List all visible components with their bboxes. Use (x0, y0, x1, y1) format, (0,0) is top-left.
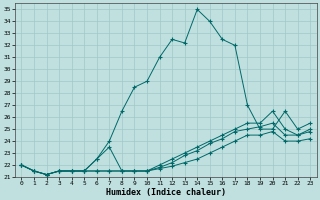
X-axis label: Humidex (Indice chaleur): Humidex (Indice chaleur) (106, 188, 226, 197)
